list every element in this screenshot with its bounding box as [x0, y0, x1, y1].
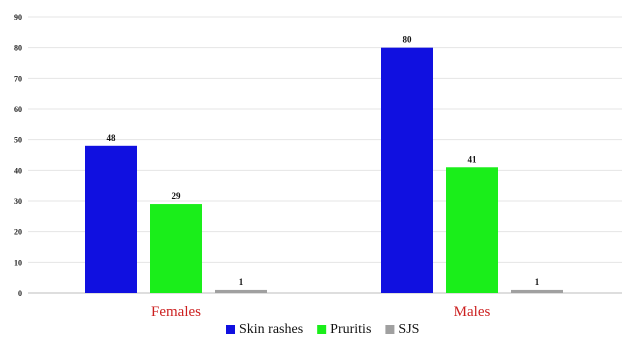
data-label: 29	[172, 191, 182, 201]
y-tick-label: 30	[14, 197, 22, 206]
y-tick-label: 10	[14, 258, 22, 267]
legend-label-skin-rashes: Skin rashes	[239, 322, 303, 337]
y-tick-label: 20	[14, 228, 22, 237]
data-label: 41	[468, 154, 478, 164]
data-label: 80	[403, 35, 413, 45]
x-category-label: Females	[151, 304, 201, 320]
y-tick-label: 0	[18, 289, 22, 298]
y-tick-label: 40	[14, 166, 22, 175]
bar-skin-rashes-males	[381, 47, 433, 293]
bar-pruritis-males	[446, 167, 498, 293]
y-tick-label: 70	[14, 74, 22, 83]
y-tick-label: 50	[14, 136, 22, 145]
bar-skin-rashes-females	[85, 145, 137, 293]
data-label: 1	[239, 277, 244, 287]
legend-label-sjs: SJS	[398, 322, 419, 337]
bar-pruritis-females	[150, 204, 202, 293]
data-label: 1	[535, 277, 540, 287]
legend-label-pruritis: Pruritis	[330, 322, 371, 337]
legend-swatch-sjs	[385, 325, 395, 334]
y-tick-label: 80	[14, 44, 22, 53]
data-label: 48	[107, 133, 117, 143]
bar-sjs-males	[511, 289, 563, 293]
bar-sjs-females	[215, 289, 267, 293]
x-category-label: Males	[454, 304, 491, 320]
y-tick-label: 90	[14, 13, 22, 22]
legend-swatch-skin-rashes	[226, 325, 235, 334]
y-tick-label: 60	[14, 105, 22, 114]
legend-swatch-pruritis	[317, 325, 327, 334]
